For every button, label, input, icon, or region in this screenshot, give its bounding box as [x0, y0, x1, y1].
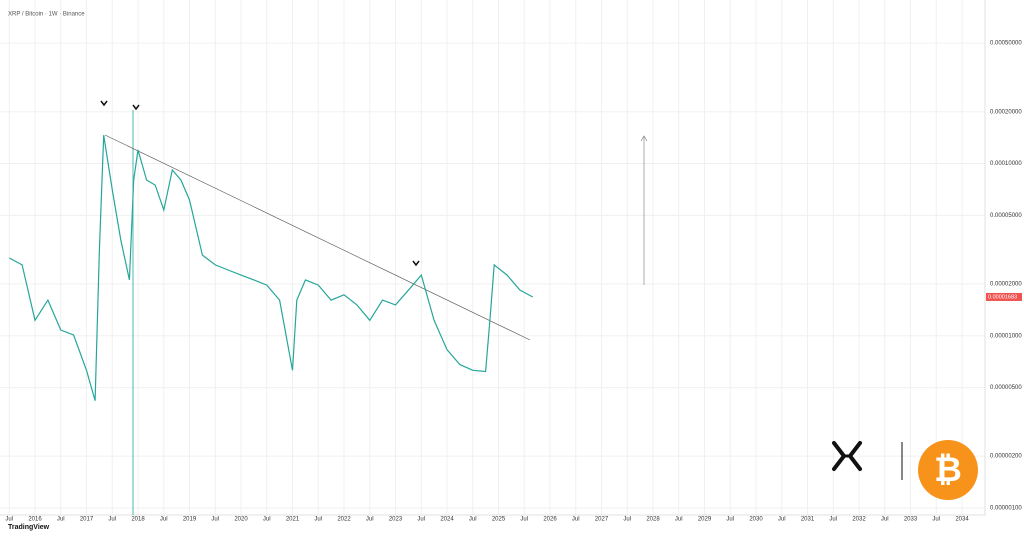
x-tick-label: 2034: [955, 517, 969, 523]
y-tick-label: 0.00010000: [990, 161, 1022, 167]
x-tick-label: Jul: [623, 517, 631, 523]
y-tick-label: 0.00002000: [990, 282, 1022, 288]
svg-text:₿: ₿: [934, 451, 962, 489]
x-tick-label: Jul: [417, 517, 425, 523]
x-tick-label: Jul: [314, 517, 322, 523]
arrow-head: [640, 135, 648, 142]
y-tick-label: 0.00005000: [990, 213, 1022, 219]
x-tick-label: 2030: [749, 517, 763, 523]
chart-title: XRP / Bitcoin · 1W · Binance: [8, 12, 85, 18]
y-tick-label: 0.00000200: [990, 454, 1022, 460]
x-tick-label: 2022: [337, 517, 351, 523]
x-tick-label: 2020: [234, 517, 248, 523]
x-tick-label: Jul: [675, 517, 683, 523]
peak-markers: [100, 100, 420, 267]
x-tick-label: 2027: [595, 517, 609, 523]
x-tick-label: 2032: [852, 517, 866, 523]
x-tick-label: Jul: [263, 517, 271, 523]
branding: TradingView: [8, 524, 50, 531]
marks: [9, 135, 534, 401]
logos: ₿: [832, 440, 978, 500]
y-tick-label: 0.00000500: [990, 385, 1022, 391]
x-tick-label: 2021: [286, 517, 300, 523]
x-tick-label: Jul: [211, 517, 219, 523]
x-tick-label: 2019: [183, 517, 197, 523]
y-tick-label: 0.00020000: [990, 109, 1022, 115]
x-tick-label: 2025: [492, 517, 506, 523]
x-tick-label: 2026: [543, 517, 557, 523]
x-tick-label: 2016: [28, 517, 42, 523]
x-tick-label: Jul: [160, 517, 168, 523]
x-tick-label: Jul: [366, 517, 374, 523]
last-price-box: [986, 292, 1022, 301]
last-price-label: 0.00001683: [988, 294, 1017, 300]
trend-line: [104, 134, 531, 341]
x-tick-label: Jul: [829, 517, 837, 523]
x-tick-label: Jul: [726, 517, 734, 523]
x-tick-label: 2031: [801, 517, 815, 523]
x-tick-label: 2033: [904, 517, 918, 523]
x-tick-label: 2029: [698, 517, 712, 523]
x-tick-label: 2018: [131, 517, 145, 523]
x-tick-label: Jul: [932, 517, 940, 523]
x-tick-label: Jul: [5, 517, 13, 523]
grid: [0, 0, 985, 515]
x-tick-label: Jul: [108, 517, 116, 523]
x-tick-label: Jul: [520, 517, 528, 523]
x-tick-label: Jul: [57, 517, 65, 523]
x-tick-label: 2023: [389, 517, 403, 523]
y-tick-label: 0.00001000: [990, 333, 1022, 339]
x-tick-label: 2028: [646, 517, 660, 523]
x-tick-label: Jul: [881, 517, 889, 523]
x-tick-label: Jul: [469, 517, 477, 523]
x-tick-label: Jul: [778, 517, 786, 523]
x-tick-label: 2017: [80, 517, 94, 523]
x-tick-label: 2024: [440, 517, 454, 523]
y-tick-label: 0.00050000: [990, 41, 1022, 47]
price-line: [9, 135, 534, 401]
y-tick-label: 0.00000100: [990, 506, 1022, 512]
x-tick-label: Jul: [572, 517, 580, 523]
